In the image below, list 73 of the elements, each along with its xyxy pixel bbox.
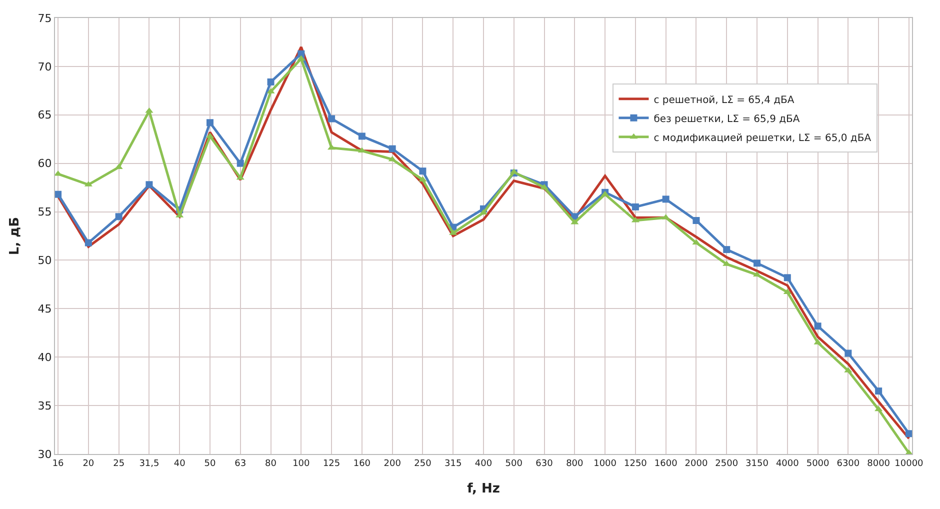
y-tick-label: 40 [38, 350, 52, 364]
y-tick-label: 75 [38, 12, 52, 25]
point [236, 160, 244, 167]
point [875, 388, 882, 395]
x-tick-label: 200 [384, 458, 402, 469]
point [905, 430, 912, 438]
x-tick-label: 4000 [776, 458, 800, 469]
point [388, 156, 396, 162]
point [236, 174, 244, 180]
x-tick-label: 500 [505, 458, 523, 469]
x-tick-label: 2500 [715, 458, 738, 469]
point [418, 176, 427, 182]
point [632, 203, 639, 210]
x-tick-label: 50 [204, 458, 216, 469]
point [206, 119, 214, 126]
point [388, 145, 396, 152]
point [419, 168, 426, 175]
x-tick-label: 125 [322, 458, 340, 469]
point [692, 217, 700, 224]
y-tick-label: 50 [38, 254, 52, 268]
y-tick-label: 30 [38, 448, 52, 461]
x-tick-label: 40 [174, 458, 186, 469]
x-tick-label: 80 [265, 458, 277, 469]
x-tick-label: 5000 [806, 458, 830, 469]
x-tick-label: 31,5 [139, 458, 160, 469]
point [844, 350, 852, 357]
point [570, 218, 579, 224]
y-tick-label: 45 [38, 302, 52, 316]
legend-label: с модификацией решетки, LΣ = 65,0 дБА [654, 132, 872, 144]
legend-label: без решетки, LΣ = 65,9 дБА [654, 114, 800, 125]
y-axis-title: L, дБ [8, 216, 23, 256]
x-tick-label: 1000 [594, 458, 617, 469]
x-tick-label: 1250 [624, 458, 648, 469]
point [55, 190, 62, 198]
x-tick-label: 400 [474, 458, 492, 469]
x-tick-label: 250 [414, 458, 432, 469]
y-tick-label: 70 [38, 60, 52, 74]
y-tick-label: 55 [38, 206, 52, 219]
x-tick-label: 63 [234, 458, 246, 469]
x-tick-label: 630 [536, 458, 554, 469]
point [874, 406, 883, 412]
x-tick-label: 10000 [894, 458, 924, 469]
x-tick-label: 6300 [836, 458, 860, 469]
point [267, 78, 274, 86]
y-tick-label: 35 [38, 399, 52, 412]
x-tick-label: 25 [113, 458, 125, 469]
point [358, 132, 366, 140]
point [814, 322, 822, 330]
point [662, 196, 670, 203]
x-tick-label: 315 [444, 458, 462, 469]
point [723, 246, 730, 254]
x-tick-label: 100 [292, 458, 310, 469]
point [754, 260, 761, 267]
point [328, 144, 336, 150]
x-tick-label: 1600 [654, 458, 678, 469]
point [298, 50, 305, 58]
x-tick-label: 20 [82, 458, 94, 469]
x-tick-label: 8000 [867, 458, 890, 469]
point [692, 239, 700, 245]
x-tick-label: 16 [52, 458, 64, 469]
x-tick-label: 160 [353, 458, 371, 469]
point [784, 274, 791, 282]
point [84, 239, 92, 246]
point [328, 115, 336, 122]
x-axis-title: f, Hz [467, 481, 500, 496]
point [115, 213, 122, 220]
x-tick-label: 2000 [684, 458, 708, 469]
point [146, 181, 153, 188]
legend-label: с решетной, LΣ = 65,4 дБА [654, 94, 794, 106]
y-tick-label: 60 [38, 157, 52, 170]
y-tick-label: 65 [38, 108, 52, 122]
x-tick-label: 800 [566, 458, 584, 469]
x-tick-label: 3150 [746, 458, 769, 469]
